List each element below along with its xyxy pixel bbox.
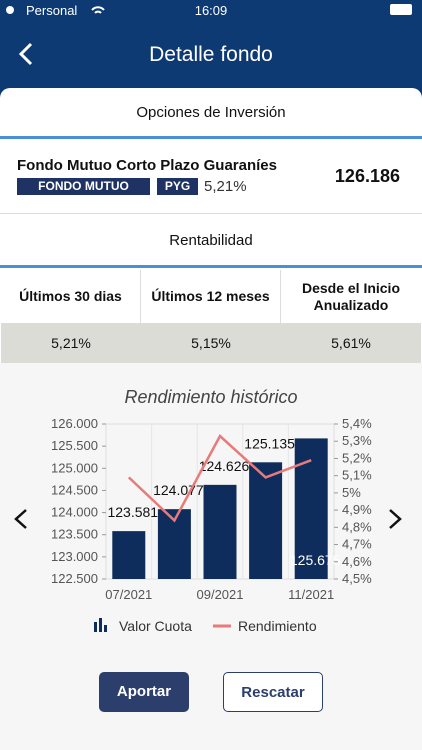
- data-label: 124.077: [153, 482, 204, 498]
- table-header: Últimos 30 dias: [1, 270, 141, 323]
- y-tick-label: 124.500: [51, 482, 98, 497]
- table-cell: 5,61%: [281, 323, 421, 363]
- y2-tick-label: 5,1%: [342, 468, 372, 483]
- bar: [112, 531, 146, 579]
- divider: [0, 265, 422, 268]
- y2-tick-label: 4,7%: [342, 537, 372, 552]
- y2-tick-label: 4,9%: [342, 502, 372, 517]
- y2-tick-label: 5,4%: [342, 416, 372, 431]
- y-tick-label: 125.000: [51, 460, 98, 475]
- secondary-button[interactable]: Rescatar: [223, 672, 323, 712]
- header-icons: [6, 4, 412, 66]
- table-cell: 5,21%: [1, 323, 141, 363]
- next-arrow[interactable]: [389, 509, 402, 529]
- wifi: [91, 6, 105, 14]
- legend-label: Rendimiento: [238, 618, 317, 634]
- line: [127, 434, 312, 523]
- y2-tick-label: 5,2%: [342, 450, 372, 465]
- carrier: Personal: [26, 3, 78, 18]
- currency-tag: PYG: [157, 178, 198, 195]
- data-label: 125.135: [244, 435, 295, 451]
- x-tick-label: 07/2021: [105, 587, 152, 602]
- fund-value: 126.186: [334, 166, 400, 186]
- y-tick-label: 125.500: [51, 438, 98, 453]
- battery: [390, 4, 412, 15]
- table-header: Últimos 12 meses: [141, 270, 281, 323]
- bar: [203, 484, 237, 579]
- primary-button[interactable]: Aportar: [99, 672, 189, 712]
- table-header: Desde el Inicio Anualizado: [301, 279, 401, 313]
- y2-tick-label: 5%: [342, 485, 361, 500]
- legend-icon: [104, 625, 107, 632]
- signal: [6, 6, 14, 14]
- y2-tick-label: 5,3%: [342, 433, 372, 448]
- section-title: Opciones de Inversión: [136, 104, 286, 121]
- y2-tick-label: 4,5%: [342, 571, 372, 586]
- data-label: 124.626: [199, 458, 250, 474]
- card: [0, 88, 422, 363]
- y-tick-label: 122.500: [51, 571, 98, 586]
- legend-icon: [99, 618, 102, 632]
- back-button[interactable]: [18, 42, 33, 66]
- prev-arrow[interactable]: [14, 509, 27, 529]
- y-tick-label: 123.000: [51, 549, 98, 564]
- returns-title: Rentabilidad: [169, 232, 253, 249]
- table-cell: 5,15%: [141, 323, 281, 363]
- y-tick-label: 123.500: [51, 527, 98, 542]
- legend-icon: [94, 622, 97, 632]
- x-tick-label: 09/2021: [197, 587, 244, 602]
- bar: [294, 438, 328, 579]
- separator: [0, 213, 422, 214]
- x-tick-label: 11/2021: [288, 587, 334, 602]
- bar: [249, 462, 283, 579]
- y2-tick-label: 4,6%: [342, 554, 372, 569]
- data-label: 125.675: [290, 552, 341, 568]
- y-tick-label: 124.000: [51, 505, 98, 520]
- fund-name: Fondo Mutuo Corto Plazo Guaraníes: [17, 157, 277, 174]
- time: 16:09: [194, 3, 228, 18]
- header-title: Detalle fondo: [149, 43, 273, 66]
- chart-title: Rendimiento histórico: [124, 387, 297, 407]
- y2-tick-label: 4,8%: [342, 519, 372, 534]
- chart: Rendimiento histórico 122.500 123.000 123.…: [14, 387, 402, 634]
- data-label: 123.581: [107, 504, 158, 520]
- fund-tag: FONDO MUTUO: [17, 178, 150, 195]
- legend-label: Valor Cuota: [119, 618, 192, 634]
- fund-rate: 5,21%: [204, 178, 247, 195]
- top-bar: [0, 0, 422, 100]
- y-tick-label: 126.000: [51, 416, 98, 431]
- divider: [0, 136, 422, 139]
